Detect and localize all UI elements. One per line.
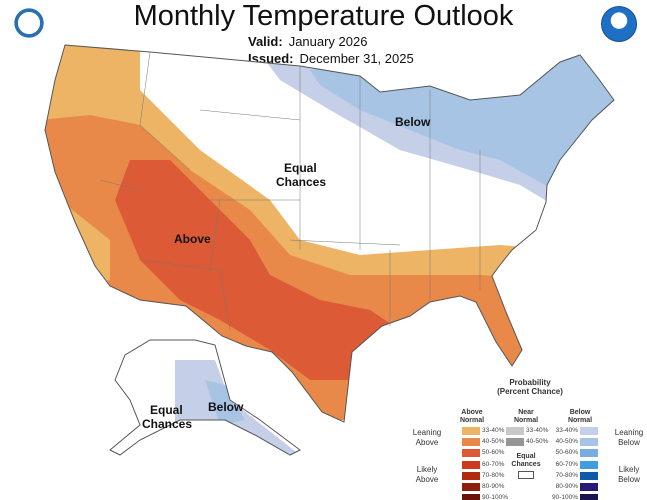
below-swatch-0 (580, 427, 598, 435)
above-swatch-6 (462, 494, 480, 500)
page-title: Monthly Temperature Outlook (133, 0, 514, 32)
label-below: Below (395, 115, 431, 129)
equal-chances-swatch (518, 471, 534, 479)
above-50-60-region (115, 160, 400, 380)
leaning-below-1: Leaning (614, 428, 644, 437)
label-above: Above (174, 232, 211, 246)
valid-value: January 2026 (288, 34, 368, 49)
below-swatch-6 (580, 494, 598, 500)
likely-below-1: Likely (618, 465, 640, 474)
equal-chances-1: Equal (516, 453, 536, 460)
above-range-6: 90-100% (482, 494, 509, 500)
above-swatch-5 (462, 483, 480, 491)
label-equal-chances-1: Equal (284, 161, 317, 175)
issued-value: December 31, 2025 (299, 51, 414, 66)
label-equal-chances-2: Chances (276, 175, 326, 189)
likely-above-2: Above (415, 475, 439, 484)
above-range-5: 80-90% (482, 483, 505, 490)
above-swatch-0 (462, 427, 480, 435)
label-ak-below: Below (208, 400, 244, 414)
likely-above-label: Likely Above (410, 465, 444, 485)
near-range-0: 33-40% (526, 427, 549, 434)
above-range-4: 70-80% (482, 471, 505, 479)
legend-subtitle: (Percent Chance) (497, 387, 563, 396)
above-swatch-4 (462, 471, 480, 480)
below-range-0: 33-40% (555, 427, 578, 434)
label-ak-equal-1: Equal (150, 403, 183, 417)
near-swatch-0 (506, 427, 524, 435)
below-swatch-5 (580, 483, 598, 491)
leaning-above-label: Leaning Above (410, 428, 444, 448)
below-header-1: Below (569, 409, 591, 416)
leaning-below-2: Below (618, 438, 640, 447)
state-borders (99, 51, 481, 331)
below-swatch-2 (580, 449, 598, 458)
near-header-2: Normal (513, 417, 539, 424)
near-range-1: 40-50% (526, 438, 549, 446)
below-header: Below Normal (560, 409, 600, 425)
issued-line: Issued: December 31, 2025 (248, 51, 414, 66)
above-range-3: 60-70% (482, 460, 505, 468)
leaning-above-1: Leaning (412, 428, 442, 437)
valid-line: Valid: January 2026 (248, 34, 367, 49)
likely-below-label: Likely Below (612, 465, 646, 485)
legend-title: Probability (509, 378, 551, 387)
below-range-1: 40-50% (555, 438, 578, 446)
below-swatch-1 (580, 438, 598, 447)
below-range-4: 70-80% (555, 471, 578, 479)
above-range-2: 50-60% (482, 449, 505, 457)
above-swatch-3 (462, 460, 480, 469)
likely-above-1: Likely (416, 465, 438, 474)
below-range-5: 80-90% (555, 483, 578, 490)
alaska-below-40-50 (205, 380, 245, 425)
below-header-2: Normal (567, 417, 593, 424)
label-ak-equal-2: Chances (142, 417, 192, 431)
above-swatch-1 (462, 438, 480, 447)
leaning-above-2: Above (415, 438, 439, 447)
above-range-0: 33-40% (482, 427, 505, 434)
below-swatch-3 (580, 460, 598, 469)
above-header-2: Normal (459, 417, 485, 424)
equal-chances-label: Equal Chances (506, 453, 546, 469)
below-range-2: 50-60% (555, 449, 578, 457)
near-header: Near Normal (506, 409, 546, 425)
above-header-1: Above (461, 409, 483, 416)
valid-label: Valid: (248, 34, 283, 49)
doc-seal-logo (12, 6, 46, 40)
alaska-outline (109, 339, 301, 456)
legend: Probability (Percent Chance) Above Normal… (410, 378, 647, 500)
below-swatch-4 (580, 471, 598, 480)
near-swatch-1 (506, 438, 524, 447)
below-range-6: 90-100% (551, 494, 578, 500)
near-header-1: Near (518, 409, 534, 416)
above-range-1: 40-50% (482, 438, 505, 446)
below-range-3: 60-70% (555, 460, 578, 468)
equal-chances-2: Chances (511, 461, 541, 468)
likely-below-2: Below (618, 475, 640, 484)
noaa-logo (601, 6, 637, 42)
above-header: Above Normal (452, 409, 492, 425)
leaning-below-label: Leaning Below (612, 428, 646, 448)
above-swatch-2 (462, 449, 480, 458)
